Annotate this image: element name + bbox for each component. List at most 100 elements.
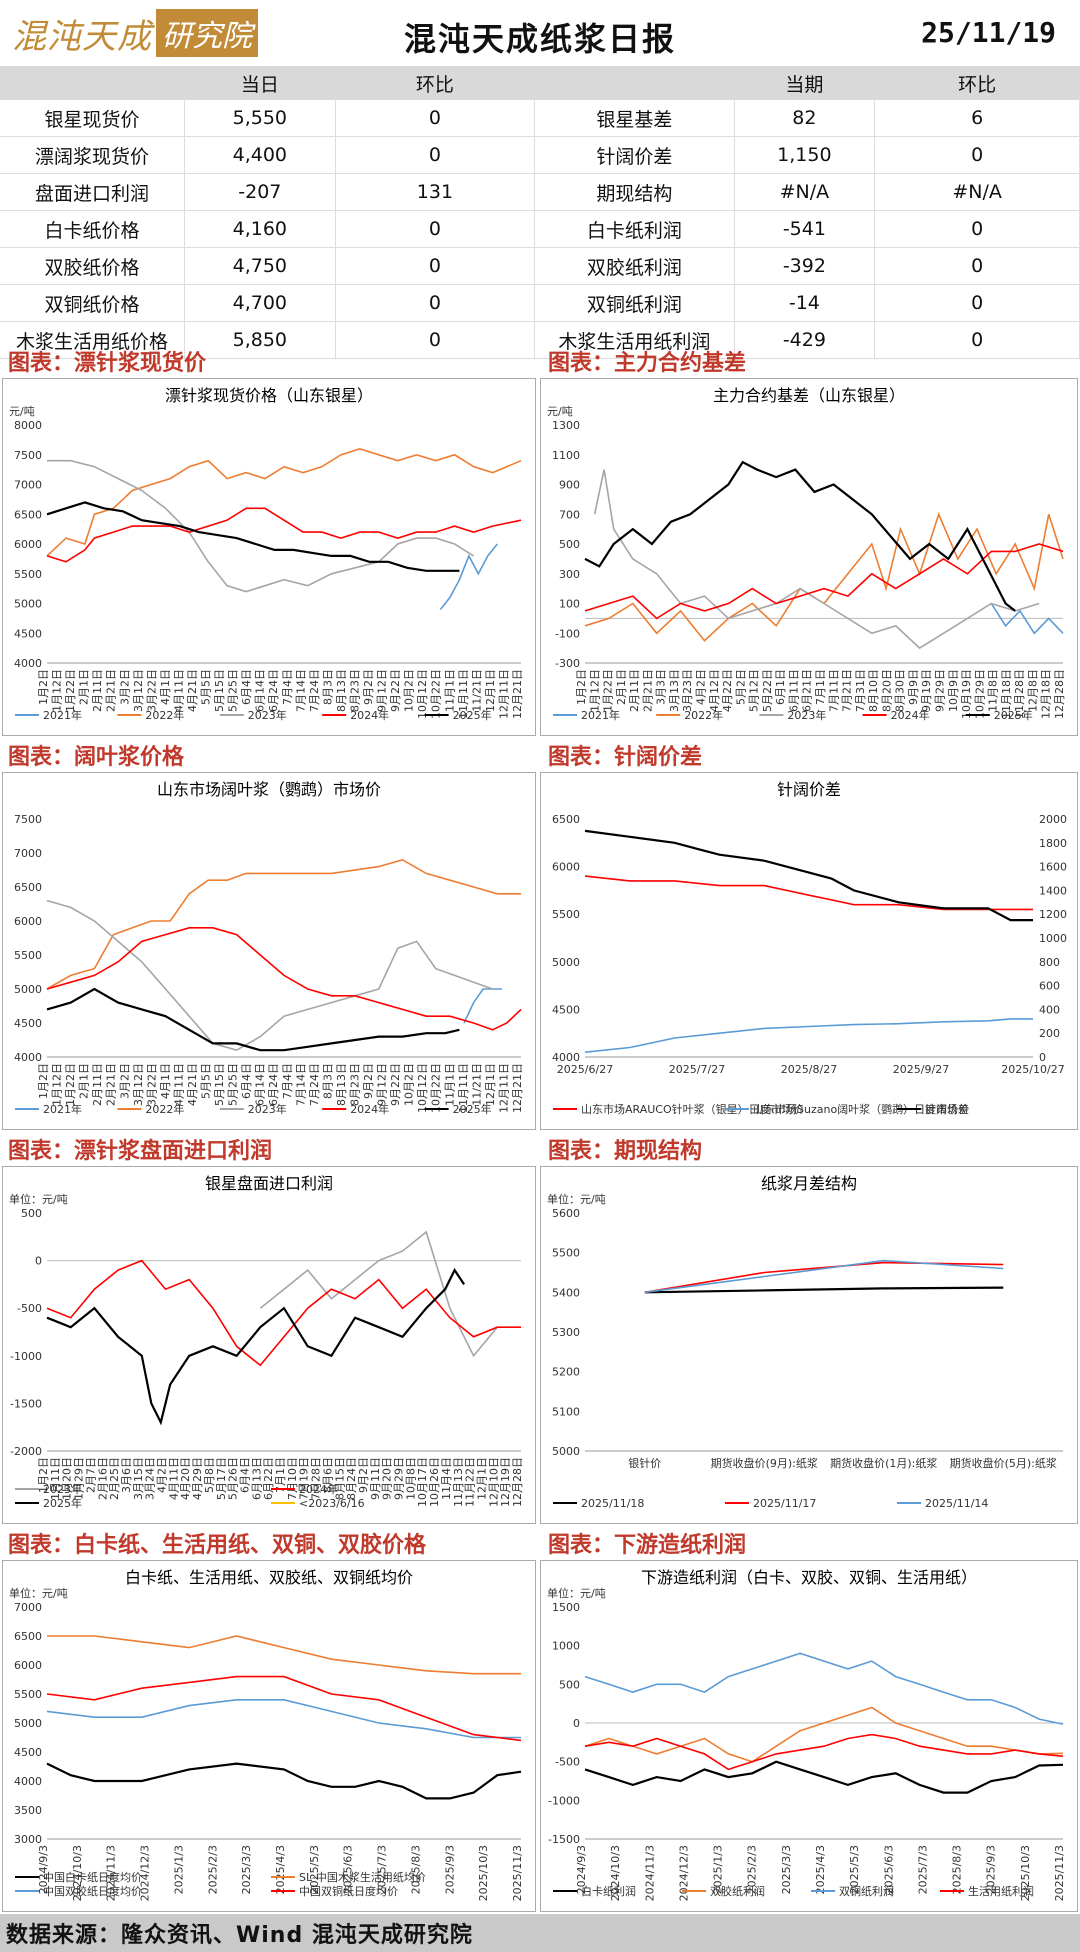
x-tick-label: 2月7日	[84, 1457, 97, 1493]
legend-label: 2025/11/14	[925, 1497, 988, 1510]
legend-label: 2021年	[581, 708, 620, 722]
y-tick-label: 5500	[14, 949, 42, 962]
table-cell-r-val: -392	[734, 247, 876, 285]
series-line-2	[46, 1267, 466, 1426]
x-tick-label: 1月22日	[64, 669, 77, 712]
x-tick-label: 2025/6/27	[557, 1063, 613, 1076]
x-tick-label: 2025/9/3	[985, 1845, 998, 1894]
y-tick-label: 500	[559, 1678, 580, 1691]
x-tick-label: 2025/2/3	[206, 1845, 219, 1894]
y-tick-label: 4500	[14, 627, 42, 640]
chart-title: 漂针浆现货价格（山东银星）	[165, 386, 373, 405]
x-tick-label: 7月1日	[814, 669, 827, 705]
x-tick-label: 8月30日	[894, 669, 907, 712]
x-tick-label: 4月12日	[708, 669, 721, 712]
x-tick-label: 2025/7/27	[669, 1063, 725, 1076]
table-cell-l-label: 双胶纸价格	[0, 247, 186, 285]
x-tick-label: 8月23日	[348, 1063, 361, 1106]
table-cell-l-val: 5,850	[184, 321, 336, 359]
y-tick-label: -2000	[10, 1445, 42, 1458]
x-tick-label: 2025/9/3	[443, 1845, 456, 1894]
table-row: 双铜纸价格 4,700 0 双铜纸利润 -14 0	[0, 284, 1080, 322]
table-cell-l-label: 木浆生活用纸价格	[0, 321, 186, 359]
series-line-1	[46, 447, 522, 557]
section-title-7: 图表：白卡纸、生活用纸、双铜、双胶价格	[8, 1533, 427, 1558]
x-tick-label: 10月12日	[416, 669, 429, 719]
y-tick-label: 5500	[552, 1247, 580, 1260]
table-row: 盘面进口利润 -207 131 期现结构 #N/A #N/A	[0, 173, 1080, 211]
y-tick-label: 500	[559, 538, 580, 551]
table-cell-r-chg: 0	[874, 321, 1080, 359]
series-line-0	[463, 988, 502, 1024]
legend-label: 2024年	[350, 708, 389, 722]
x-category-label: 期货收盘价(5月):纸浆	[950, 1456, 1057, 1470]
table-cell-r-label: 双胶纸利润	[534, 247, 735, 285]
section-title-5: 图表：漂针浆盘面进口利润	[8, 1139, 273, 1164]
summary-table: 当日 环比 当期 环比 银星现货价 5,550 0 银星基差 82 6 漂阔浆现货价 4,40…	[0, 66, 1080, 359]
series-line-3	[46, 927, 522, 1031]
table-cell-r-val: 1,150	[734, 136, 876, 174]
chart-title: 白卡纸、生活用纸、双胶纸、双铜纸均价	[125, 1568, 413, 1587]
y-tick-label: 6000	[14, 538, 42, 551]
y2-tick-label: 1400	[1039, 884, 1067, 897]
x-tick-label: 1月22日	[602, 669, 615, 712]
y-tick-label: 6500	[552, 813, 580, 826]
y-tick-label: 4000	[552, 1051, 580, 1064]
x-tick-label: 6月24日	[267, 669, 280, 712]
series-line-4	[46, 987, 460, 1052]
legend-label: 2025年	[994, 708, 1033, 722]
series-line-0	[259, 1230, 498, 1358]
legend-label: 2025年	[453, 1102, 492, 1116]
x-tick-label: 7月24日	[308, 669, 321, 712]
x-tick-label: 2024/11/3	[105, 1845, 118, 1901]
x-tick-label: 7月28日	[310, 1457, 323, 1500]
y-tick-label: 5400	[552, 1286, 580, 1299]
series-line-1	[46, 858, 521, 990]
x-tick-label: 5月26日	[227, 1457, 240, 1500]
y-tick-label: -100	[555, 627, 580, 640]
x-tick-label: 2025/11/3	[511, 1845, 524, 1901]
x-tick-label: 2月21日	[105, 1063, 118, 1106]
table-cell-l-label: 盘面进口利润	[0, 173, 186, 211]
x-tick-label: 2月1日	[78, 1063, 91, 1099]
section-title-6: 图表：期现结构	[548, 1139, 703, 1164]
x-tick-label: 10月2日	[403, 669, 416, 712]
table-cell-r-chg: 0	[874, 284, 1080, 322]
report-date: 25/11/19	[921, 16, 1056, 49]
chart-panel-2: 主力合约基差（山东银星） 元/吨 1300 1100 900 700 500 300 100 -1…	[540, 378, 1078, 736]
series-line-1	[584, 512, 1064, 642]
x-tick-label: 3月13日	[668, 669, 681, 712]
x-tick-label: 11月1日	[443, 1063, 456, 1106]
chart-panel-6: 纸浆月差结构 单位：元/吨 5600 5500 5400 5300 5200 5100 5000…	[540, 1166, 1078, 1524]
x-tick-label: 2025/1/3	[712, 1845, 725, 1894]
y2-tick-label: 800	[1039, 956, 1060, 969]
y-tick-label: 0	[573, 1717, 580, 1730]
x-tick-label: 2025/7/3	[376, 1845, 389, 1894]
x-tick-label: 2025/6/3	[342, 1845, 355, 1894]
x-tick-label: 6月11日	[787, 669, 800, 712]
legend-label: 2025年	[453, 708, 492, 722]
y-tick-label: 6000	[552, 861, 580, 874]
x-tick-label: 5月15日	[213, 1063, 226, 1106]
table-row: 白卡纸价格 4,160 0 白卡纸利润 -541 0	[0, 210, 1080, 248]
x-tick-label: 5月15日	[213, 669, 226, 712]
x-tick-label: 4月21日	[186, 669, 199, 712]
table-cell-r-label: 木浆生活用纸利润	[534, 321, 735, 359]
series-line-2	[593, 469, 1040, 650]
y-tick-label: 7500	[14, 813, 42, 826]
y-tick-label: 4000	[14, 657, 42, 670]
legend-label: 白卡纸利润	[581, 1884, 636, 1898]
table-cell-r-chg: #N/A	[874, 173, 1080, 211]
series-line-1	[46, 1259, 521, 1367]
table-cell-r-chg: 0	[874, 210, 1080, 248]
x-tick-label: 2月11日	[91, 669, 104, 712]
x-tick-label: 1月12日	[51, 669, 64, 712]
table-cell-r-label: 双铜纸利润	[534, 284, 735, 322]
series-line-3	[46, 507, 522, 563]
table-header-change: 环比	[335, 66, 535, 100]
x-tick-label: 2024/11/3	[643, 1845, 656, 1901]
x-category-label: 银针价	[628, 1456, 661, 1470]
series-line-0	[439, 543, 498, 610]
